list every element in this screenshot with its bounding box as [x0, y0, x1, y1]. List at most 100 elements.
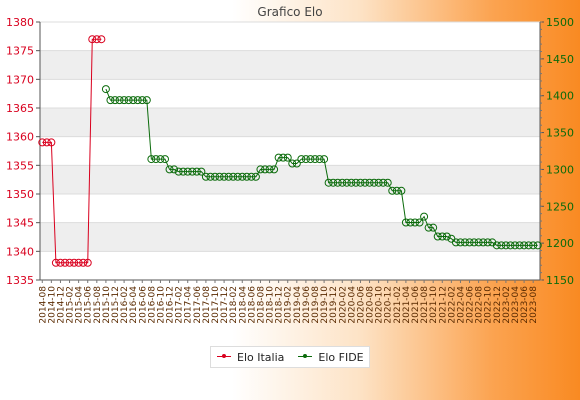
- y-left-tick-label: 1345: [6, 217, 34, 230]
- legend-item-elo-italia[interactable]: Elo Italia: [217, 351, 284, 364]
- data-point-elo-fide: [470, 238, 479, 247]
- x-tick-label: 2018-06: [247, 286, 257, 324]
- data-point-elo-fide: [229, 172, 238, 181]
- data-point-elo-fide: [361, 178, 369, 187]
- data-point-elo-fide: [106, 96, 115, 105]
- data-point-elo-fide: [147, 155, 156, 164]
- legend-label-elo-italia: Elo Italia: [237, 350, 285, 364]
- data-point-elo-fide: [388, 186, 397, 195]
- data-point-elo-fide: [265, 165, 274, 174]
- y-left-tick-label: 1340: [6, 245, 34, 258]
- data-point-elo-fide: [333, 178, 342, 187]
- y-right-tick-label: 1250: [546, 200, 574, 213]
- y-left-tick-label: 1335: [6, 274, 34, 287]
- data-point-elo-fide: [324, 178, 333, 187]
- x-tick-label: 2014-08: [38, 286, 48, 324]
- data-point-elo-italia: [38, 138, 47, 147]
- data-point-elo-italia: [79, 258, 88, 267]
- x-tick-label: 2022-08: [475, 286, 485, 324]
- x-tick-label: 2016-12: [166, 286, 176, 324]
- x-tick-label: 2022-10: [484, 286, 494, 324]
- x-tick-label: 2022-02: [447, 286, 457, 324]
- data-point-elo-fide: [492, 241, 501, 250]
- data-point-elo-fide: [433, 232, 442, 241]
- x-tick-label: 2017-04: [184, 286, 194, 324]
- data-point-elo-fide: [511, 241, 519, 250]
- data-point-elo-fide: [442, 232, 451, 241]
- data-point-elo-fide: [211, 172, 219, 181]
- chart-title: Grafico Elo: [257, 5, 322, 19]
- data-point-elo-fide: [456, 238, 465, 247]
- data-point-elo-fide: [397, 186, 406, 195]
- legend-swatch-elo-fide: [298, 352, 313, 362]
- x-tick-label: 2021-02: [393, 286, 403, 324]
- x-tick-label: 2016-06: [138, 286, 148, 324]
- x-tick-label: 2021-04: [402, 286, 412, 324]
- data-point-elo-italia: [51, 258, 60, 267]
- x-tick-label: 2016-02: [120, 286, 130, 324]
- data-point-elo-fide: [151, 155, 160, 164]
- x-tick-label: 2018-08: [256, 286, 266, 324]
- x-tick-label: 2023-02: [502, 286, 512, 324]
- data-point-elo-fide: [329, 178, 338, 187]
- data-point-elo-fide: [124, 96, 133, 105]
- x-tick-label: 2017-02: [175, 286, 185, 324]
- x-tick-label: 2020-08: [366, 286, 376, 324]
- x-tick-label: 2018-10: [266, 286, 276, 324]
- y-left-tick-label: 1350: [6, 188, 34, 201]
- data-point-elo-fide: [461, 238, 469, 247]
- data-point-elo-italia: [97, 35, 106, 44]
- y-left-tick-label: 1375: [6, 45, 34, 58]
- x-tick-label: 2016-08: [147, 286, 157, 324]
- x-tick-label: 2015-10: [102, 286, 112, 324]
- data-point-elo-fide: [256, 165, 265, 174]
- data-point-elo-fide: [311, 155, 319, 164]
- data-point-elo-fide: [465, 238, 474, 247]
- data-point-elo-fide: [129, 96, 138, 105]
- x-tick-label: 2021-06: [411, 286, 421, 324]
- x-tick-label: 2020-12: [384, 286, 394, 324]
- data-point-elo-fide: [206, 172, 215, 181]
- data-point-elo-fide: [474, 238, 483, 247]
- data-point-elo-italia: [70, 258, 79, 267]
- x-tick-label: 2017-06: [193, 286, 203, 324]
- data-point-elo-fide: [297, 155, 306, 164]
- x-tick-label: 2014-10: [47, 286, 57, 324]
- x-tick-label: 2019-10: [320, 286, 330, 324]
- data-point-elo-fide: [165, 165, 174, 174]
- legend-item-elo-fide[interactable]: Elo FIDE: [298, 351, 364, 364]
- grid-band: [40, 222, 540, 252]
- y-left-tick-label: 1365: [6, 102, 34, 115]
- y-right-tick-label: 1300: [546, 163, 574, 176]
- x-tick-label: 2021-10: [429, 286, 439, 324]
- series-line-elo-italia: [42, 38, 102, 264]
- data-point-elo-fide: [501, 241, 510, 250]
- data-point-elo-fide: [401, 218, 410, 227]
- y-right-tick-label: 1200: [546, 237, 574, 250]
- data-point-elo-fide: [156, 155, 165, 164]
- data-point-elo-fide: [351, 178, 360, 187]
- x-tick-label: 2015-02: [66, 286, 76, 324]
- data-point-elo-fide: [438, 232, 447, 241]
- data-point-elo-fide: [497, 241, 506, 250]
- data-point-elo-fide: [506, 241, 515, 250]
- data-point-elo-fide: [288, 159, 297, 168]
- x-tick-label: 2019-04: [293, 286, 303, 324]
- data-point-elo-fide: [347, 178, 356, 187]
- data-point-elo-fide: [233, 172, 242, 181]
- data-point-elo-fide: [520, 241, 529, 250]
- data-point-elo-fide: [115, 96, 124, 105]
- x-tick-label: 2022-04: [456, 286, 466, 324]
- data-point-elo-italia: [42, 138, 51, 147]
- data-point-elo-fide: [279, 153, 288, 162]
- data-point-elo-fide: [411, 218, 419, 227]
- x-tick-label: 2020-02: [338, 286, 348, 324]
- x-tick-label: 2023-06: [520, 286, 530, 324]
- data-point-elo-italia: [88, 35, 97, 44]
- x-tick-label: 2020-06: [356, 286, 366, 324]
- data-point-elo-fide: [274, 153, 283, 162]
- data-point-elo-fide: [524, 241, 533, 250]
- y-left-tick-label: 1380: [6, 16, 34, 29]
- y-left-tick-label: 1360: [6, 131, 34, 144]
